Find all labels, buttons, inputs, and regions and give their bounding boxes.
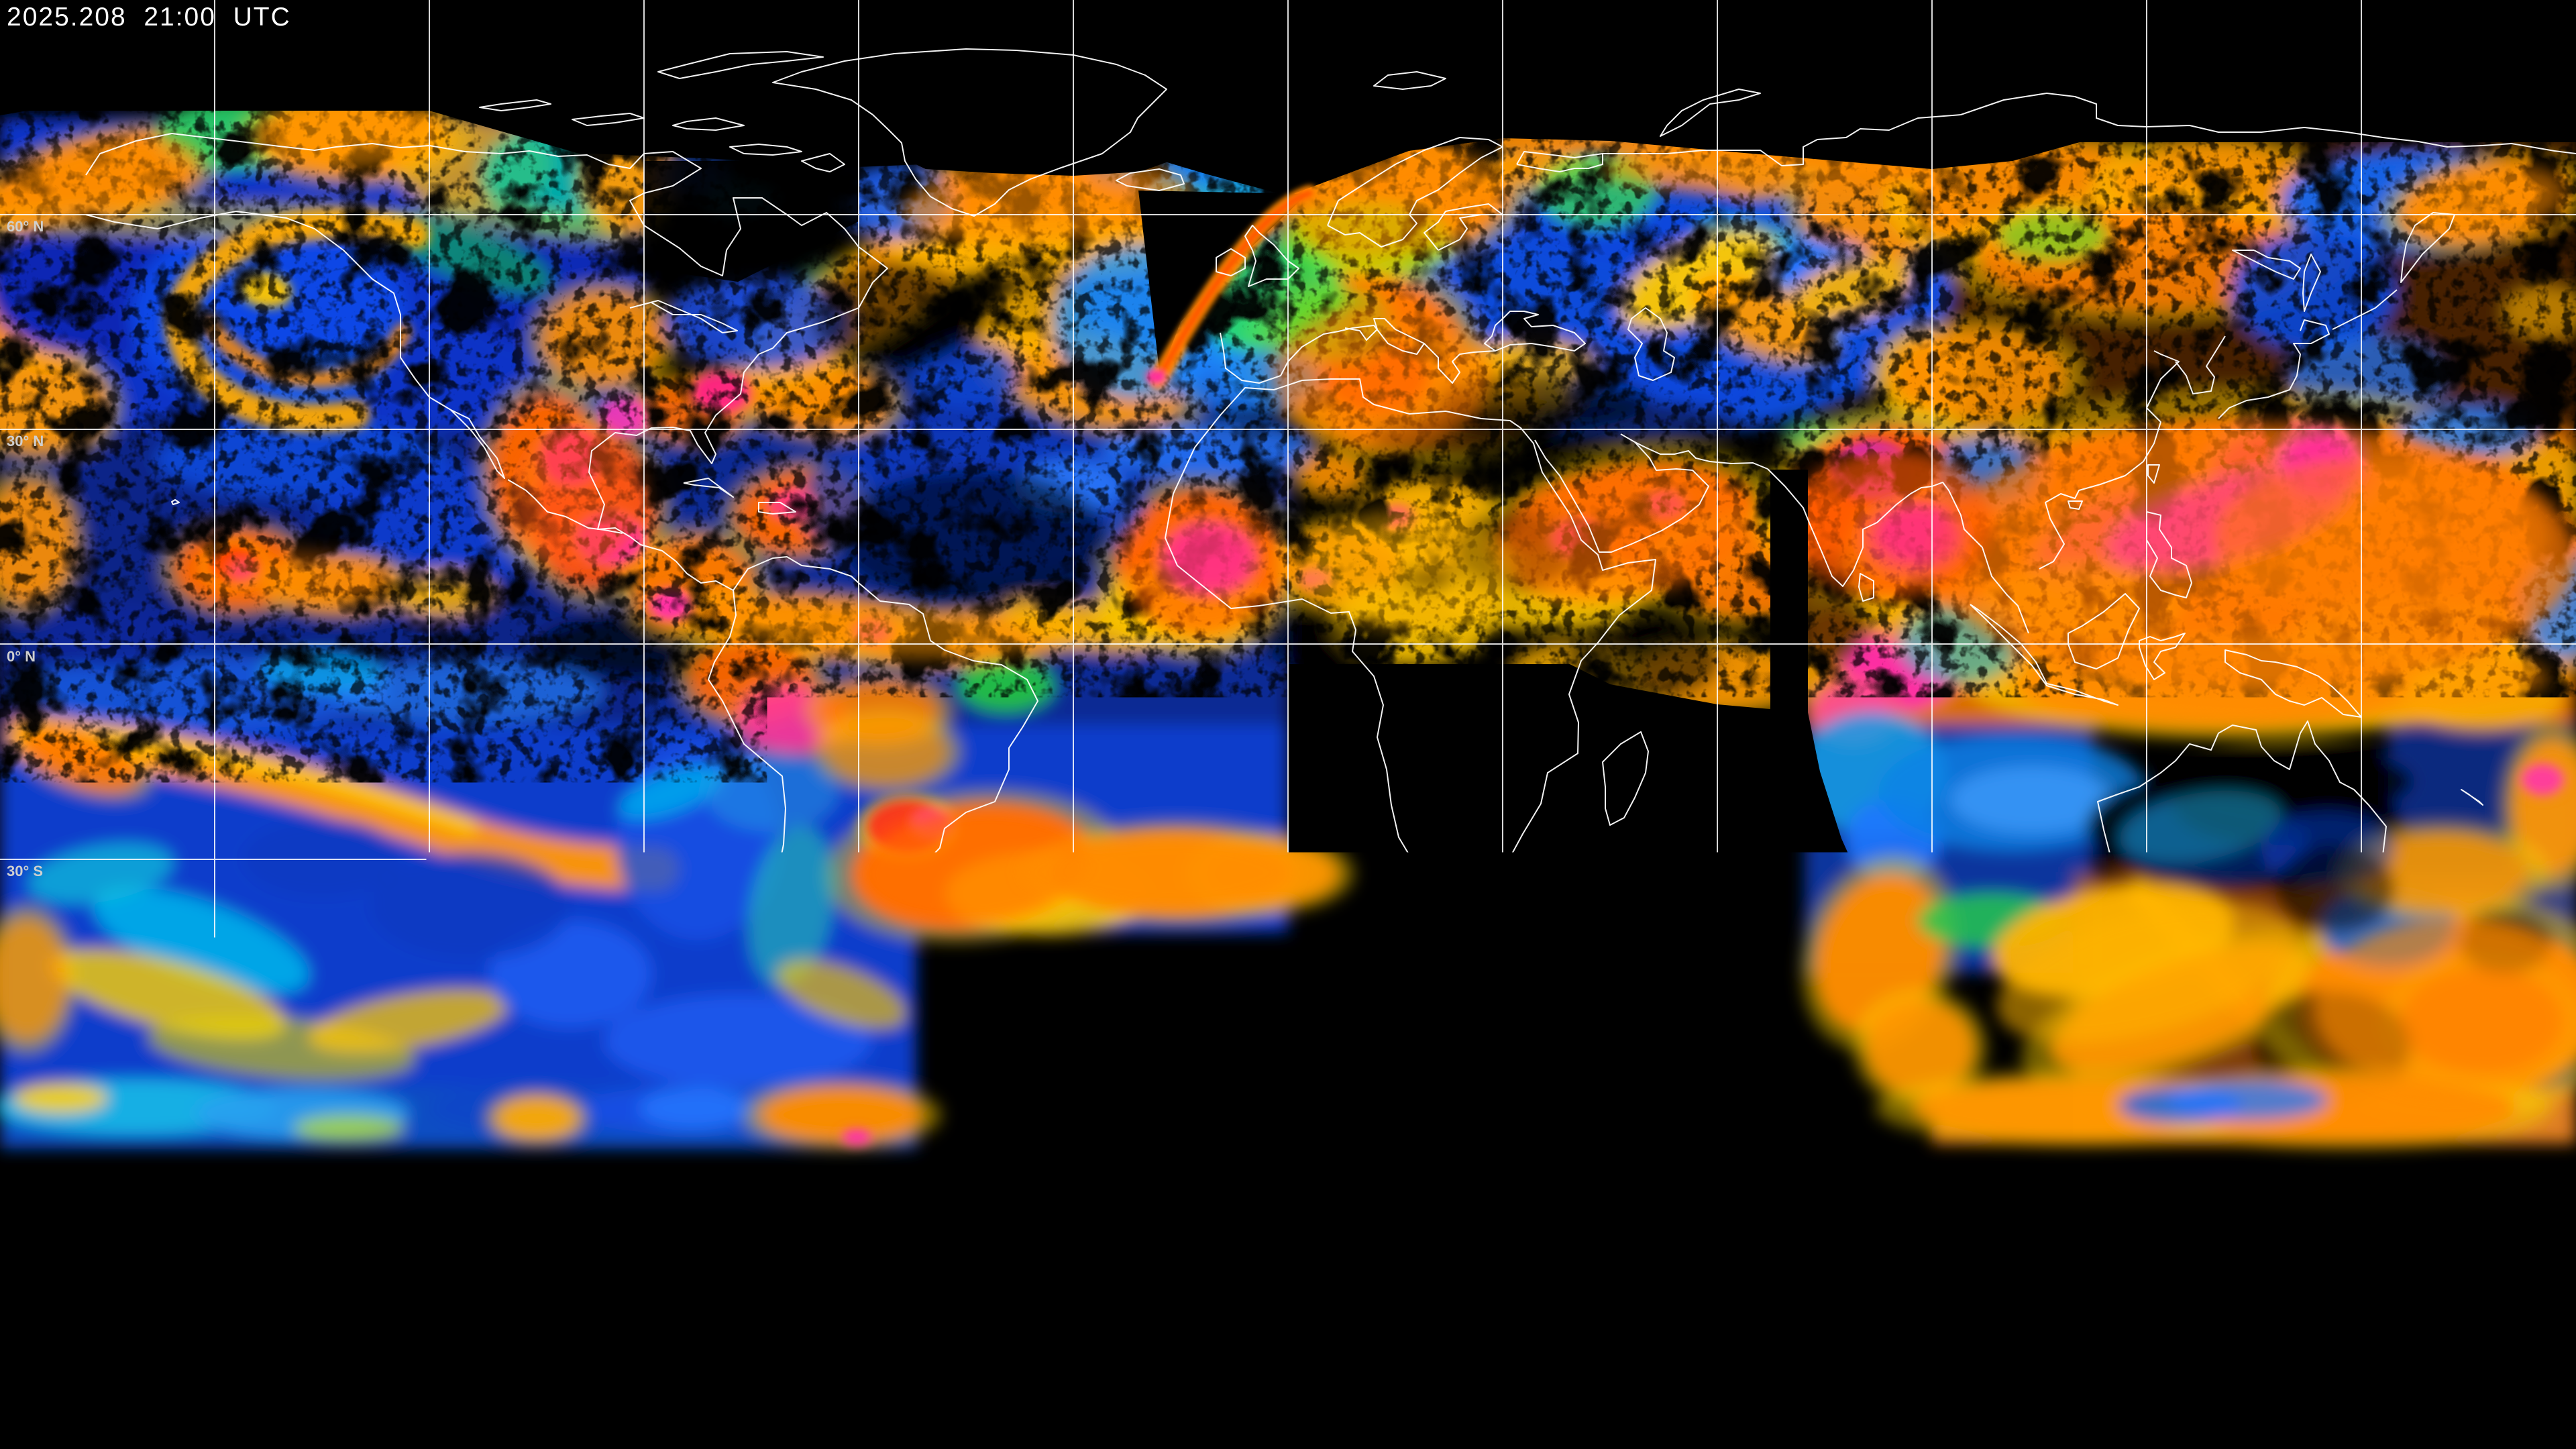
svg-text:30° N: 30° N [7, 433, 44, 449]
svg-text:16: 16 [1776, 1343, 1807, 1373]
svg-text:8: 8 [1473, 1343, 1488, 1373]
svg-text:0° N: 0° N [7, 648, 36, 665]
svg-text:Cloud Top Height, kilometers: Cloud Top Height, kilometers [1059, 1381, 1517, 1410]
svg-text:4: 4 [1179, 1343, 1193, 1373]
svg-text:10: 10 [1572, 1343, 1602, 1373]
svg-text:0: 0 [711, 1343, 726, 1373]
svg-text:2: 2 [947, 1343, 962, 1373]
svg-text:14: 14 [1721, 1343, 1752, 1373]
svg-text:6: 6 [1342, 1343, 1356, 1373]
svg-text:30° S: 30° S [7, 863, 43, 879]
svg-text:20: 20 [1845, 1343, 1875, 1373]
svg-text:60° N: 60° N [7, 218, 44, 235]
svg-text:2025.208 21:00 UTC: 2025.208 21:00 UTC [7, 3, 291, 32]
svg-text:12: 12 [1655, 1343, 1685, 1373]
svg-text:60° S: 60° S [7, 1077, 43, 1094]
